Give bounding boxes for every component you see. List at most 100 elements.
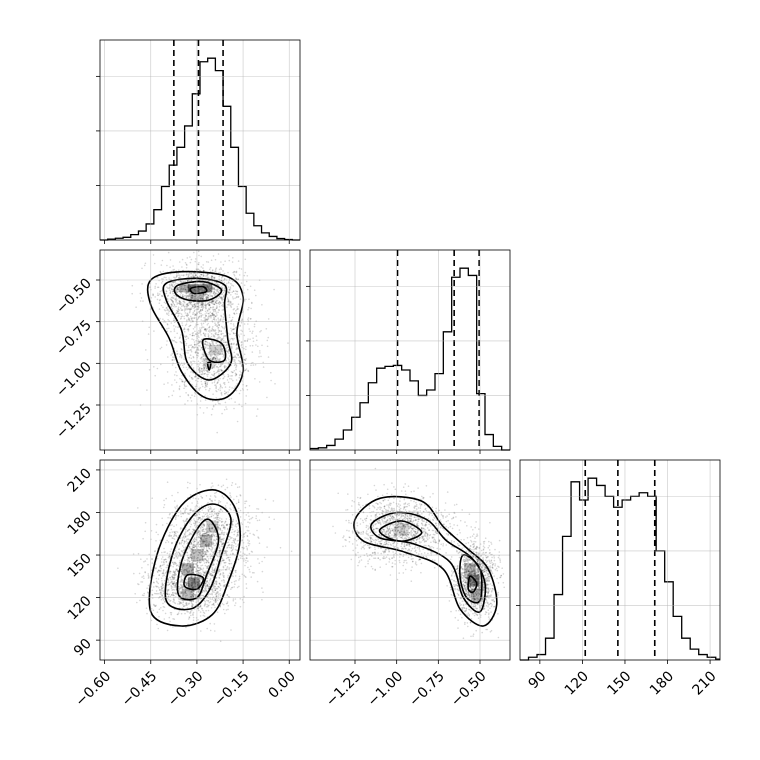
scatter-point [171,358,174,361]
histogram-p1 [100,57,300,241]
scatter-point [171,283,173,286]
scatter-point [229,504,232,506]
scatter-point [233,270,235,273]
scatter-point [199,340,201,342]
scatter-point [151,589,154,592]
scatter-point [228,288,231,291]
scatter-point [151,497,153,500]
scatter-point [160,363,162,366]
scatter-point [193,537,196,539]
scatter-point [236,522,239,524]
scatter-point [186,296,188,298]
scatter-point [165,344,168,346]
scatter-point [142,537,144,540]
scatter-point [207,335,210,338]
scatter-point [156,367,159,370]
scatter-point [240,341,243,344]
scatter-point [239,509,242,512]
scatter-point [185,267,188,269]
scatter-point [249,345,252,347]
scatter-point [170,564,172,567]
scatter-point [169,266,171,269]
scatter-point [226,282,228,285]
scatter-point [215,580,218,583]
scatter-point [180,317,182,320]
scatter-point [165,276,167,279]
scatter-point [210,413,213,416]
scatter-point [251,516,254,519]
scatter-point [156,298,159,301]
scatter-point [226,379,229,381]
scatter-point [181,380,183,383]
scatter-point [165,566,168,569]
scatter-point [207,261,210,263]
scatter-point [215,307,218,310]
scatter-point [180,575,183,577]
scatter-point [255,339,258,342]
scatter-point [186,273,188,276]
scatter-point [197,302,199,304]
scatter-point [204,380,206,383]
scatter-point [213,380,216,382]
scatter-point [215,397,217,399]
scatter-point [212,276,215,279]
scatter-point [203,370,205,372]
scatter-point [195,294,197,297]
scatter-point [217,291,220,294]
scatter-point [222,316,225,319]
scatter-point [193,251,195,254]
scatter-point [216,338,219,340]
scatter-point [231,482,234,484]
scatter-point [222,341,225,344]
scatter-point [230,305,232,307]
scatter-point [171,285,174,287]
scatter-point [162,318,164,321]
scatter-point [204,313,206,315]
scatter-point [185,535,187,537]
scatter-point [235,374,238,376]
scatter-point [222,332,224,335]
scatter-point [201,564,204,567]
scatter-point [184,302,186,304]
scatter-point [192,497,194,499]
scatter-point [179,276,181,278]
scatter-point [204,302,207,304]
scatter-point [207,276,210,279]
scatter-point [177,491,179,494]
scatter-point [213,356,216,359]
scatter-point [194,306,196,309]
scatter-point [194,375,196,378]
scatter-point [173,319,176,322]
scatter-point [233,369,236,372]
scatter-point [229,333,231,336]
scatter-point [226,408,228,410]
scatter-point [229,569,232,572]
scatter-point [215,342,217,345]
scatter-point [194,343,196,346]
scatter-point [219,377,221,380]
scatter-point [178,385,181,388]
scatter-point [222,377,224,380]
scatter-point [234,602,237,604]
scatter-point [252,337,254,340]
scatter-point [170,548,173,550]
scatter-point [173,284,176,286]
scatter-point [215,355,218,358]
scatter-point [217,327,219,329]
scatter-point [178,277,180,279]
scatter-point [185,626,187,629]
scatter-point [183,330,186,333]
scatter-point [262,591,264,593]
scatter-point [174,507,177,510]
scatter-point [214,599,217,601]
scatter-point [243,595,245,598]
scatter-point [206,275,208,277]
scatter-point [202,293,205,296]
scatter-point [153,330,155,332]
scatter-point [233,498,235,501]
scatter-point [230,282,232,285]
scatter-point [256,408,259,410]
scatter-point [161,572,164,575]
scatter-point [212,299,214,302]
scatter-point [245,525,247,528]
